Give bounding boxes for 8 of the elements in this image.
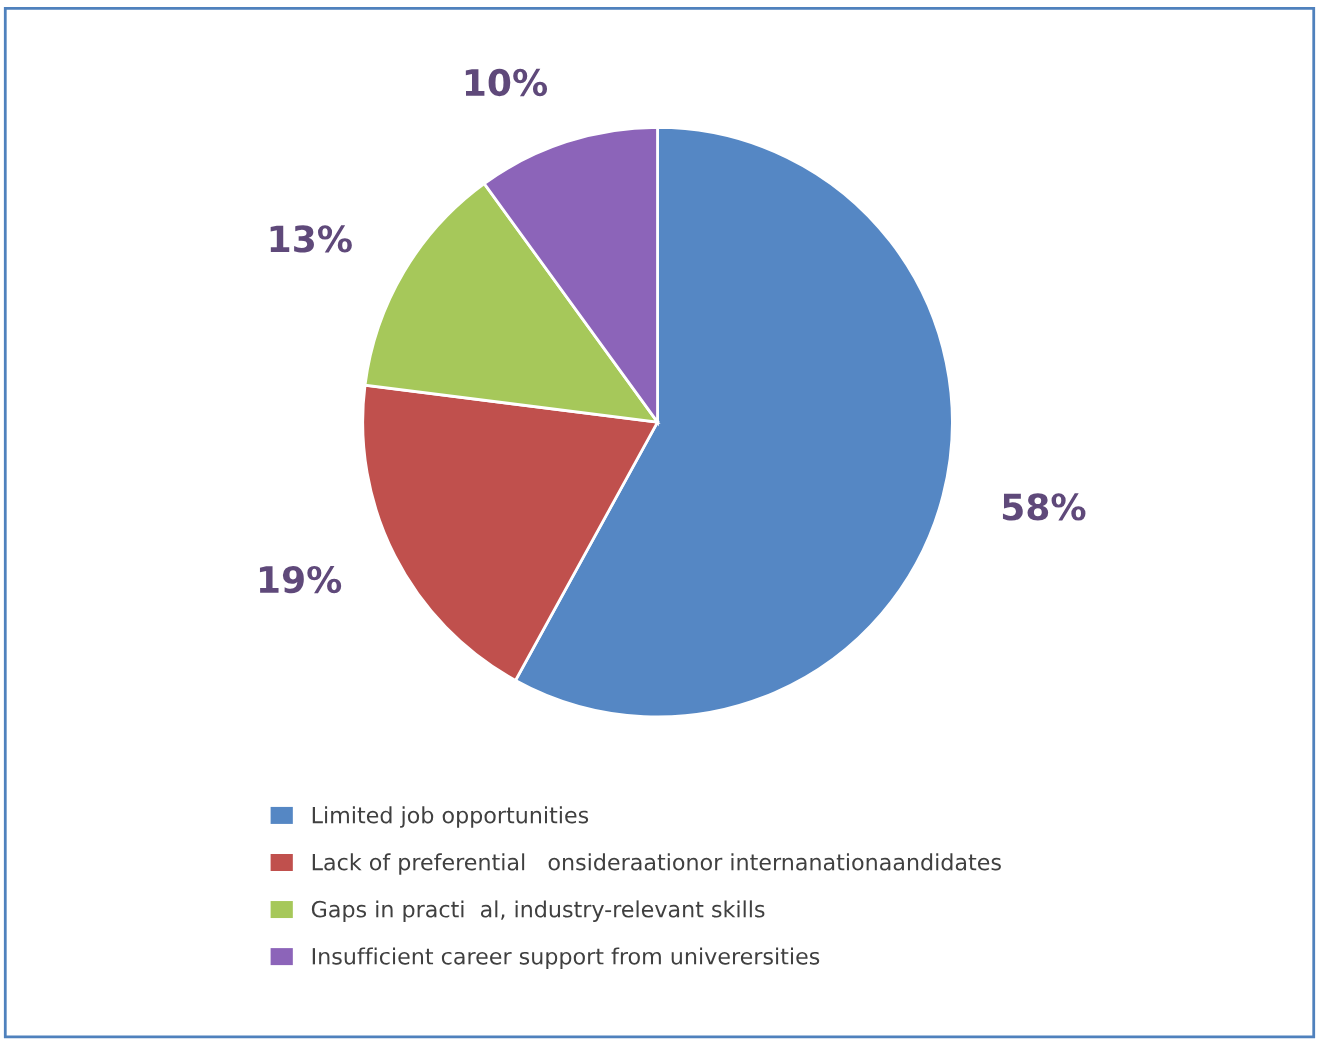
legend-label: Insufficient career support from univerersities <box>312 947 820 969</box>
data-label: 58% <box>1002 493 1086 521</box>
legend-label: Limited job opportunities <box>312 806 589 828</box>
data-label: 19% <box>259 565 342 594</box>
data-label: 13% <box>270 225 352 253</box>
legend-label: Lack of preferential onsideraationor internanationaandidates <box>312 853 1001 875</box>
legend-label: Gaps in practi al, industry-relevant skills <box>311 900 765 922</box>
data-label: 10% <box>465 68 548 97</box>
